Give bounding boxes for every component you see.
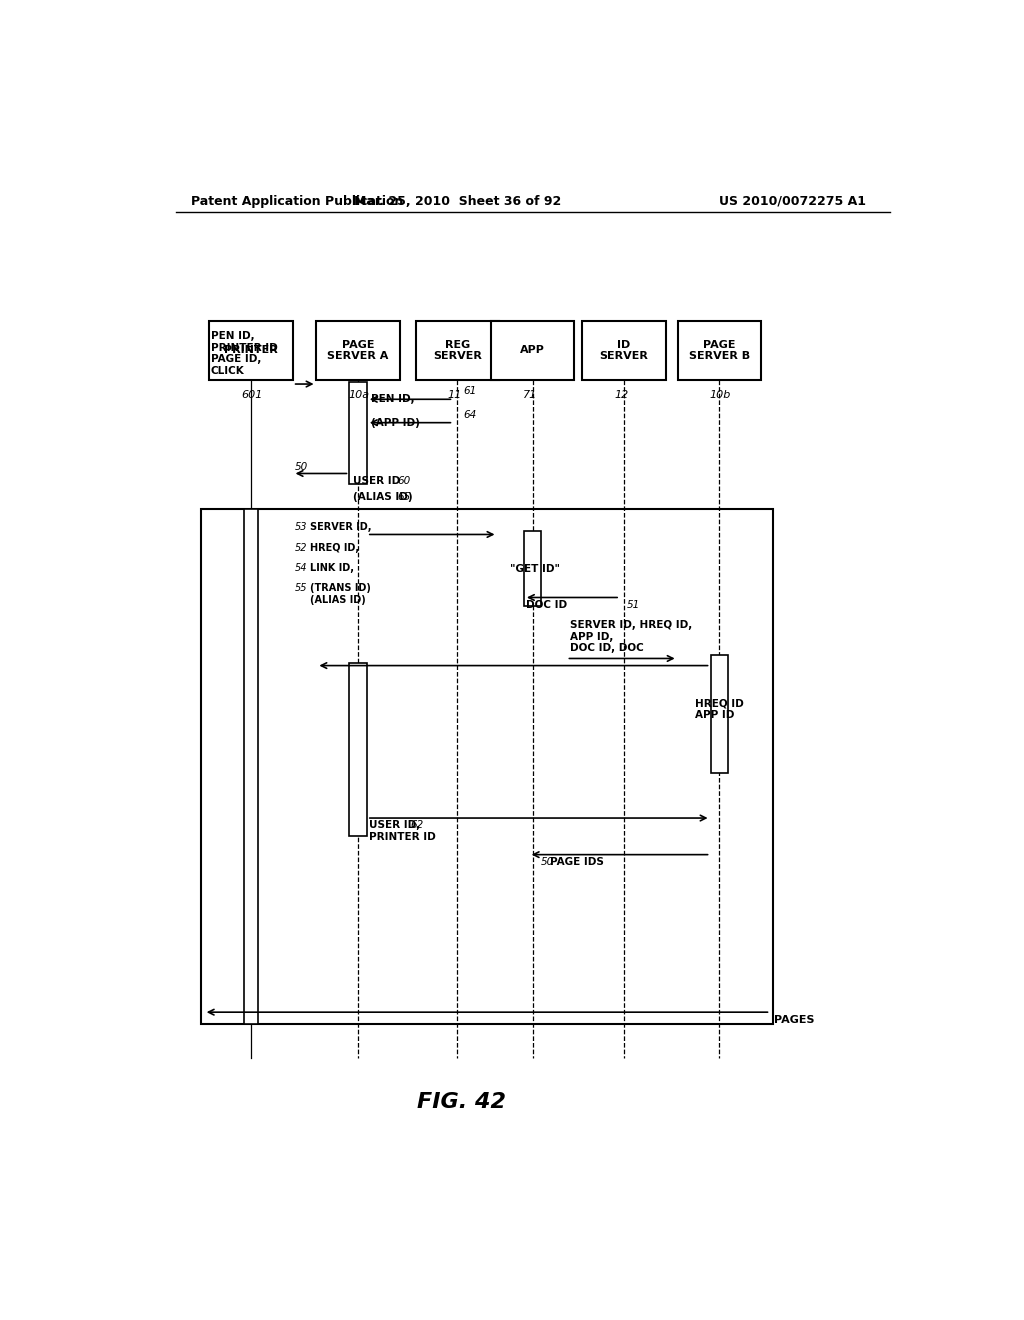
Text: SERVER ID,: SERVER ID, [310,523,372,532]
Text: PEN ID,: PEN ID, [371,395,415,404]
Text: PAGES: PAGES [774,1015,815,1026]
Bar [349,381,367,483]
Bar [416,321,499,380]
Text: LINK ID,: LINK ID, [310,562,354,573]
Text: 55: 55 [295,583,307,593]
Text: 50: 50 [295,462,308,473]
Text: 51: 51 [627,599,640,610]
Text: 65: 65 [397,492,411,502]
Text: 71: 71 [523,391,538,400]
Text: HREQ ID,: HREQ ID, [310,543,359,553]
Text: USER ID: USER ID [353,475,400,486]
Bar [524,532,542,606]
Text: (ALIAS ID): (ALIAS ID) [353,492,413,502]
Text: 12: 12 [614,391,629,400]
Text: 60: 60 [397,475,411,486]
Text: 53: 53 [295,523,307,532]
Text: (TRANS ID)
(ALIAS ID): (TRANS ID) (ALIAS ID) [310,583,371,605]
Text: Mar. 25, 2010  Sheet 36 of 92: Mar. 25, 2010 Sheet 36 of 92 [353,194,561,207]
Text: 64: 64 [464,409,477,420]
Text: 54: 54 [295,562,307,573]
Text: HREQ ID
APP ID: HREQ ID APP ID [695,698,743,721]
Text: DOC ID: DOC ID [526,599,567,610]
Bar [492,321,574,380]
Text: PAGE
SERVER A: PAGE SERVER A [328,339,389,362]
Text: PAGE IDS: PAGE IDS [550,857,604,867]
Text: 61: 61 [464,387,477,396]
Text: (APP ID): (APP ID) [371,417,420,428]
Text: 11: 11 [447,391,462,400]
Bar [583,321,666,380]
Text: PRINTER: PRINTER [224,346,278,355]
Text: 50: 50 [541,857,554,867]
Bar [711,656,728,774]
Text: PAGE
SERVER B: PAGE SERVER B [689,339,750,362]
Text: APP: APP [520,346,545,355]
Bar [202,510,773,1024]
Text: "GET ID": "GET ID" [510,564,560,573]
Text: REG
SERVER: REG SERVER [433,339,481,362]
Text: SERVER ID, HREQ ID,
APP ID,
DOC ID, DOC: SERVER ID, HREQ ID, APP ID, DOC ID, DOC [570,620,692,653]
Bar [678,321,761,380]
Text: 10b: 10b [710,391,731,400]
Text: FIG. 42: FIG. 42 [417,1092,506,1111]
Bar [244,510,258,1024]
Bar [349,663,367,837]
Bar [209,321,293,380]
Text: US 2010/0072275 A1: US 2010/0072275 A1 [719,194,866,207]
Text: 10a: 10a [348,391,370,400]
Text: 52: 52 [295,543,307,553]
Text: 601: 601 [242,391,263,400]
Text: Patent Application Publication: Patent Application Publication [191,194,403,207]
Text: ID
SERVER: ID SERVER [600,339,648,362]
Text: 62: 62 [411,820,424,830]
Bar [316,321,399,380]
Text: PEN ID,
PRINTER ID
PAGE ID,
CLICK: PEN ID, PRINTER ID PAGE ID, CLICK [211,331,278,376]
Text: USER ID,
PRINTER ID: USER ID, PRINTER ID [370,820,436,842]
